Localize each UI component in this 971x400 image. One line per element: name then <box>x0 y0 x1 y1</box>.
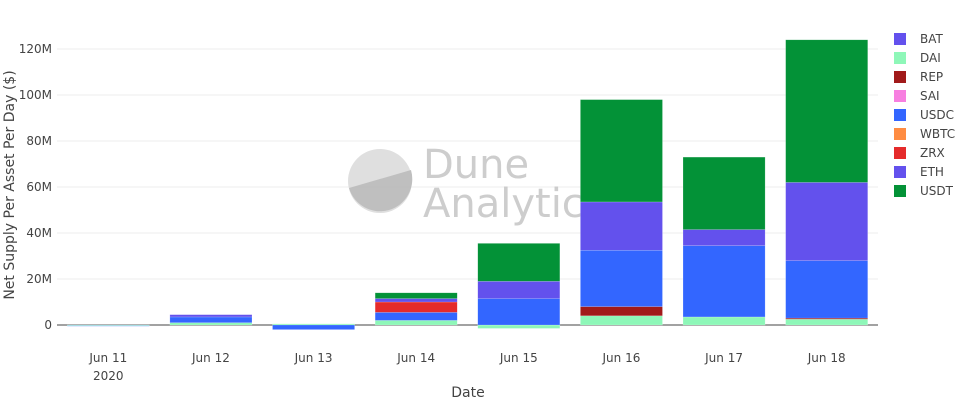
bar-segment-usdc <box>272 324 355 330</box>
watermark-logo-wedge <box>349 170 413 212</box>
legend-label-usdc: USDC <box>920 108 954 122</box>
bars <box>67 39 868 330</box>
bar-segment-dai <box>580 315 663 326</box>
bar-segment-dai <box>785 319 868 326</box>
legend-swatch-zrx <box>894 147 906 159</box>
legend-label-wbtc: WBTC <box>920 127 955 141</box>
watermark-line1: Dune <box>423 142 529 188</box>
bar-segment-usdt <box>580 99 663 203</box>
dune-analytics-watermark: Dune Analytics <box>348 142 605 227</box>
legend-swatch-dai <box>894 52 906 64</box>
y-axis-ticks: 0 20M 40M 60M 80M 100M 120M <box>19 42 52 332</box>
bar-segment-eth <box>374 298 458 303</box>
bar-segment-eth <box>169 314 253 318</box>
bar-segment-usdc <box>169 316 253 323</box>
bar-segment-eth <box>580 201 663 251</box>
legend-swatch-wbtc <box>894 128 906 140</box>
bar-segment-usdc <box>477 298 561 326</box>
bar-segment-usdc <box>374 312 458 321</box>
bar-segment-usdt <box>374 292 458 299</box>
bar-segment-usdc <box>580 250 663 307</box>
bar-segment-usdc <box>682 245 766 318</box>
legend-swatch-rep <box>894 71 906 83</box>
y-tick-label: 80M <box>26 134 52 148</box>
bar-segment-usdt <box>682 156 766 230</box>
legend-label-dai: DAI <box>920 51 941 65</box>
bar-segment-usdt <box>785 39 868 183</box>
gridlines <box>57 48 878 326</box>
bar-segment-usdc <box>67 325 150 327</box>
bar-segment-eth <box>477 281 561 299</box>
y-tick-label: 100M <box>19 88 52 102</box>
legend-label-usdt: USDT <box>920 184 954 198</box>
legend-label-eth: ETH <box>920 165 944 179</box>
x-tick-label: Jun 17 <box>704 351 743 365</box>
legend-label-bat: BAT <box>920 32 944 46</box>
legend-swatch-usdc <box>894 109 906 121</box>
y-tick-label: 20M <box>26 272 52 286</box>
x-tick-label: Jun 13 <box>294 351 333 365</box>
legend-swatch-eth <box>894 166 906 178</box>
x-tick-label: Jun 12 <box>191 351 230 365</box>
bar-segment-rep <box>580 306 663 317</box>
bar-segment-dai <box>477 324 561 329</box>
bar-segment-dai <box>374 320 458 326</box>
bar-segment-dai <box>682 316 766 326</box>
x-axis-ticks: Jun 11 2020 Jun 12 Jun 13 Jun 14 Jun 15 Jun 16… <box>88 351 845 383</box>
legend-label-sai: SAI <box>920 89 940 103</box>
y-tick-label: 40M <box>26 226 52 240</box>
bar-segment-usdt <box>477 243 561 282</box>
y-axis-title: Net Supply Per Asset Per Day ($) <box>2 70 18 299</box>
legend-swatch-usdt <box>894 185 906 197</box>
y-tick-label: 60M <box>26 180 52 194</box>
bar-segment-dai <box>169 322 253 326</box>
x-tick-label: Jun 11 <box>88 351 127 365</box>
legend-swatch-sai <box>894 90 906 102</box>
x-tick-sublabel: 2020 <box>93 369 124 383</box>
legend-label-zrx: ZRX <box>920 146 945 160</box>
bar-segment-eth <box>785 182 868 261</box>
bar-segment-zrx <box>374 301 458 313</box>
y-tick-label: 0 <box>44 318 52 332</box>
legend: BAT DAI REP SAI USDC WBTC ZRX ETH USDT <box>894 32 955 198</box>
legend-swatch-bat <box>894 33 906 45</box>
x-tick-label: Jun 14 <box>396 351 435 365</box>
watermark-line2: Analytics <box>423 181 605 227</box>
bar-segment-eth <box>682 229 766 246</box>
bar-segment-usdc <box>785 260 868 319</box>
x-tick-label: Jun 15 <box>499 351 538 365</box>
x-tick-label: Jun 16 <box>602 351 641 365</box>
x-tick-label: Jun 18 <box>807 351 846 365</box>
y-tick-label: 120M <box>19 42 52 56</box>
legend-label-rep: REP <box>920 70 943 84</box>
x-axis-title: Date <box>451 385 484 400</box>
